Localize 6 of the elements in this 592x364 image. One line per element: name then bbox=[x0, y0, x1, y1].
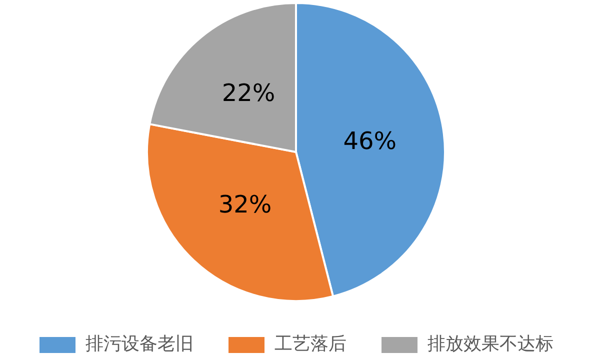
legend-label: 排污设备老旧 bbox=[86, 334, 194, 355]
legend-label: 工艺落后 bbox=[274, 334, 346, 355]
data-label: 22% bbox=[222, 78, 276, 107]
legend-label: 排放效果不达标 bbox=[428, 334, 554, 355]
data-label: 46% bbox=[343, 126, 397, 155]
data-label: 32% bbox=[218, 190, 272, 219]
